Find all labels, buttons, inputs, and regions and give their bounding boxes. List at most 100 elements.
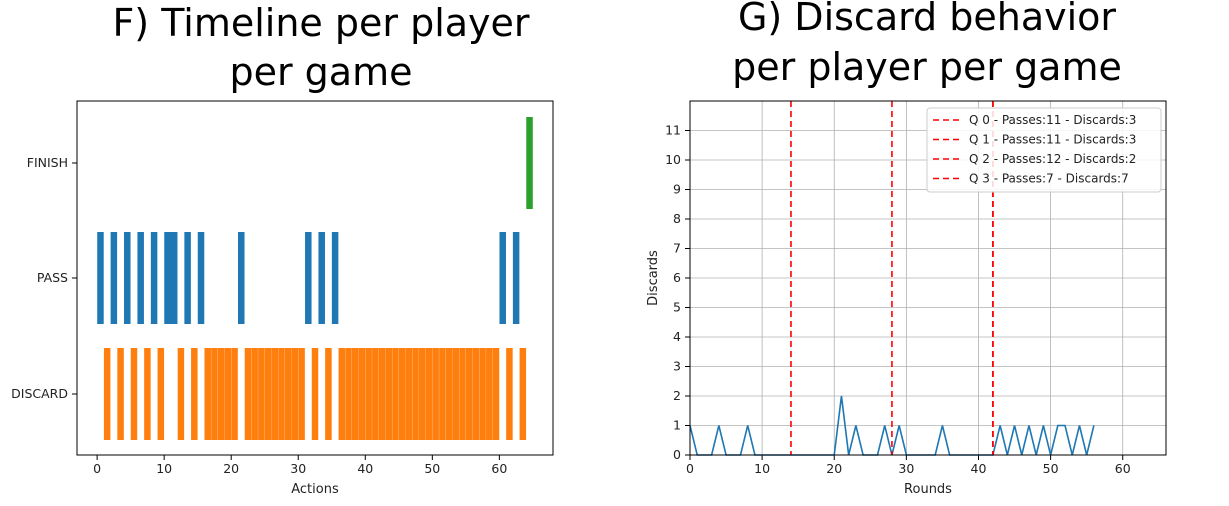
event-bar-discard bbox=[204, 348, 211, 440]
event-bar-discard bbox=[217, 348, 225, 440]
y-tick-label: 10 bbox=[665, 152, 681, 167]
event-bar-discard bbox=[231, 348, 238, 440]
x-tick-label: 60 bbox=[1115, 461, 1131, 476]
y-tick-label: 7 bbox=[673, 241, 681, 256]
event-bar-pass bbox=[137, 232, 144, 324]
x-tick-label: 20 bbox=[223, 461, 239, 476]
event-bar-discard bbox=[130, 348, 138, 440]
event-bar-discard bbox=[264, 348, 272, 440]
event-bar-discard bbox=[117, 348, 124, 440]
legend-entry-label: Q 3 - Passes:7 - Discards:7 bbox=[969, 172, 1129, 186]
event-bar-discard bbox=[278, 348, 285, 440]
x-tick-label: 20 bbox=[826, 461, 842, 476]
timeline-title-line-2: per game bbox=[229, 50, 412, 94]
event-bar-discard bbox=[284, 348, 292, 440]
x-tick-label: 0 bbox=[686, 461, 694, 476]
event-bar-discard bbox=[365, 348, 372, 440]
x-tick-label: 30 bbox=[290, 461, 306, 476]
event-bar-pass bbox=[124, 232, 131, 324]
event-bar-discard bbox=[492, 348, 500, 440]
event-bar-pass bbox=[197, 232, 205, 324]
legend-entry-label: Q 0 - Passes:11 - Discards:3 bbox=[969, 113, 1136, 127]
event-bar-pass bbox=[331, 232, 339, 324]
event-bar-discard bbox=[338, 348, 346, 440]
y-tick-label: 9 bbox=[673, 182, 681, 197]
y-tick-label: DISCARD bbox=[11, 386, 68, 401]
event-bar-discard bbox=[211, 348, 218, 440]
event-bar-discard bbox=[358, 348, 366, 440]
timeline-frame bbox=[76, 100, 554, 456]
event-bar-discard bbox=[298, 348, 305, 440]
event-bar-pass bbox=[167, 232, 175, 324]
event-bar-discard bbox=[506, 348, 513, 440]
event-bar-discard bbox=[351, 348, 359, 440]
y-tick-label: 5 bbox=[673, 300, 681, 315]
y-tick-label: 11 bbox=[665, 123, 681, 138]
y-tick-label: 2 bbox=[673, 388, 681, 403]
event-bar-discard bbox=[177, 348, 185, 440]
legend-box bbox=[926, 107, 1162, 193]
event-bar-discard bbox=[325, 348, 332, 440]
event-bar-discard bbox=[465, 348, 473, 440]
discard-ylabel: Discards bbox=[646, 250, 661, 306]
event-bar-discard bbox=[486, 348, 493, 440]
event-bar-discard bbox=[479, 348, 486, 440]
y-tick-label: 3 bbox=[673, 359, 681, 374]
discard-title-line-1: G) Discard behavior bbox=[738, 0, 1116, 39]
discard-plot: 0 1 2 3 4 5 6 7 8 9 10 11 0 10 20 30 40 50 60 bbox=[665, 101, 1131, 476]
x-tick-label: 0 bbox=[93, 461, 101, 476]
x-tick-label: 40 bbox=[357, 461, 373, 476]
y-tick-label: PASS bbox=[37, 270, 68, 285]
event-bar-pass bbox=[238, 232, 245, 324]
event-bar-pass bbox=[305, 232, 312, 324]
event-bar-discard bbox=[472, 348, 480, 440]
event-bar-discard bbox=[392, 348, 399, 440]
event-bar-discard bbox=[271, 348, 279, 440]
event-bar-discard bbox=[291, 348, 299, 440]
y-tick-label: FINISH bbox=[27, 155, 68, 170]
event-bar-discard bbox=[385, 348, 392, 440]
timeline-xlabel: Actions bbox=[291, 482, 339, 497]
y-tick-label: 0 bbox=[673, 447, 681, 462]
event-bar-discard bbox=[439, 348, 446, 440]
event-bar-pass bbox=[150, 232, 158, 324]
event-bar-discard bbox=[157, 348, 165, 440]
event-bar-discard bbox=[191, 348, 198, 440]
event-bar-discard bbox=[445, 348, 453, 440]
y-tick-label: 4 bbox=[673, 329, 681, 344]
event-bar-pass bbox=[97, 232, 104, 324]
discard-legend: Q 0 - Passes:11 - Discards:3 Q 1 - Passes… bbox=[926, 107, 1162, 193]
x-tick-label: 30 bbox=[898, 461, 914, 476]
event-bar-discard bbox=[398, 348, 406, 440]
event-bar-discard bbox=[519, 348, 527, 440]
event-bar-discard bbox=[345, 348, 352, 440]
event-bar-discard bbox=[452, 348, 460, 440]
event-bar-discard bbox=[103, 348, 111, 440]
event-bar-discard bbox=[405, 348, 413, 440]
event-bar-pass bbox=[499, 232, 506, 324]
event-bar-discard bbox=[372, 348, 379, 440]
x-tick-label: 10 bbox=[156, 461, 172, 476]
y-tick-label: 8 bbox=[673, 211, 681, 226]
legend-entry-label: Q 1 - Passes:11 - Discards:3 bbox=[969, 133, 1136, 147]
event-bar-discard bbox=[311, 348, 319, 440]
event-bar-discard bbox=[378, 348, 386, 440]
event-bar-pass bbox=[512, 232, 520, 324]
x-tick-label: 40 bbox=[971, 461, 987, 476]
event-bar-discard bbox=[244, 348, 252, 440]
event-bar-discard bbox=[224, 348, 232, 440]
event-bar-discard bbox=[419, 348, 426, 440]
event-bar-discard bbox=[425, 348, 433, 440]
event-bar-pass bbox=[164, 232, 171, 324]
discard-xlabel: Rounds bbox=[904, 482, 952, 497]
event-bar-pass bbox=[318, 232, 325, 324]
timeline-title-line-1: F) Timeline per player bbox=[112, 1, 529, 45]
event-bar-pass bbox=[110, 232, 118, 324]
discard-title-line-2: per player per game bbox=[732, 45, 1122, 89]
event-bar-discard bbox=[432, 348, 439, 440]
event-bar-discard bbox=[251, 348, 258, 440]
x-tick-label: 10 bbox=[754, 461, 770, 476]
event-bar-discard bbox=[258, 348, 265, 440]
event-bar-pass bbox=[184, 232, 191, 324]
